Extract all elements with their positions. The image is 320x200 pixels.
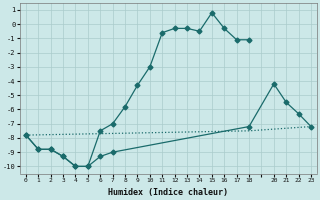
X-axis label: Humidex (Indice chaleur): Humidex (Indice chaleur)	[108, 188, 228, 197]
